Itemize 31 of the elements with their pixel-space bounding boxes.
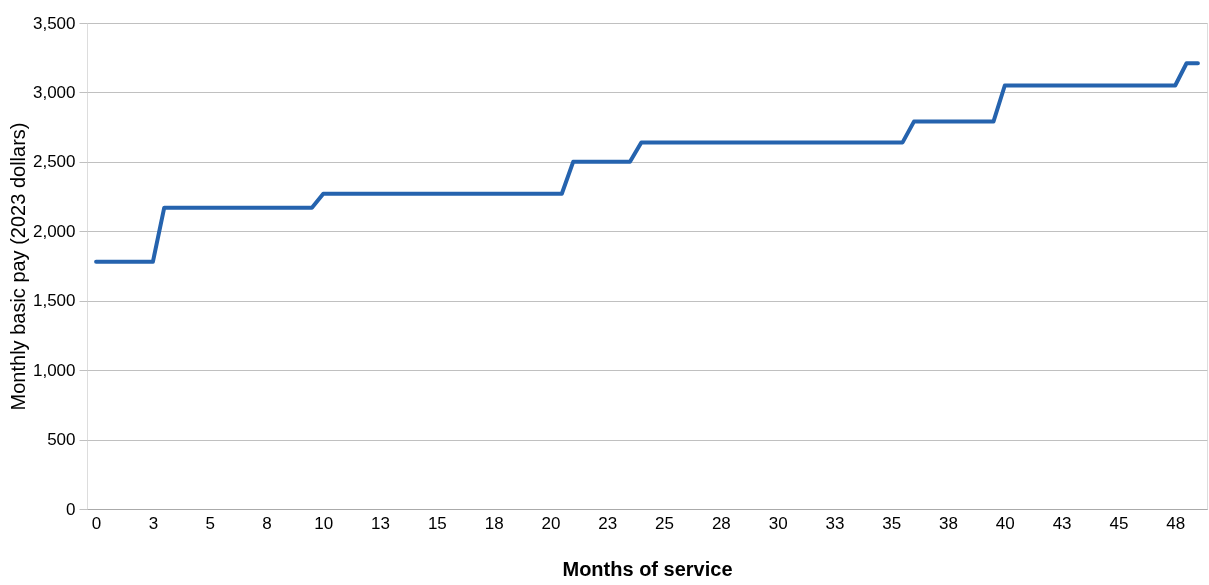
y-tick-label: 500 bbox=[47, 430, 76, 450]
x-tick-label: 48 bbox=[1166, 513, 1186, 533]
x-tick-label: 15 bbox=[427, 513, 447, 533]
x-tick-label: 3 bbox=[148, 513, 159, 533]
x-tick-label: 23 bbox=[598, 513, 618, 533]
y-tick-label: 3,500 bbox=[32, 13, 76, 33]
x-tick-label: 5 bbox=[205, 513, 215, 533]
x-axis-title: Months of service bbox=[562, 557, 733, 580]
y-tick-label: 1,500 bbox=[32, 291, 76, 311]
x-tick-label: 0 bbox=[91, 513, 102, 533]
y-tick-label: 2,000 bbox=[32, 221, 76, 241]
x-tick-label: 40 bbox=[995, 513, 1015, 533]
y-tick-label: 2,500 bbox=[32, 152, 76, 172]
x-tick-label: 43 bbox=[1052, 513, 1072, 533]
x-tick-label: 18 bbox=[484, 513, 504, 533]
x-tick-label: 45 bbox=[1109, 513, 1129, 533]
y-axis-title: Monthly basic pay (2023 dollars) bbox=[6, 122, 29, 411]
x-tick-label: 10 bbox=[314, 513, 334, 533]
x-tick-label: 25 bbox=[655, 513, 674, 533]
line-series bbox=[94, 61, 1200, 264]
x-tick-label: 38 bbox=[939, 513, 958, 533]
y-tick-label: 1,000 bbox=[32, 360, 76, 380]
y-tick-label: 0 bbox=[66, 499, 76, 519]
x-tick-label: 35 bbox=[882, 513, 902, 533]
x-tick-label: 8 bbox=[262, 513, 272, 533]
x-tick-label: 28 bbox=[711, 513, 731, 533]
y-tick-label: 3,000 bbox=[32, 82, 76, 102]
x-tick-label: 33 bbox=[825, 513, 845, 533]
x-tick-label: 20 bbox=[541, 513, 561, 533]
x-tick-label: 13 bbox=[371, 513, 391, 533]
x-tick-label: 30 bbox=[768, 513, 788, 533]
